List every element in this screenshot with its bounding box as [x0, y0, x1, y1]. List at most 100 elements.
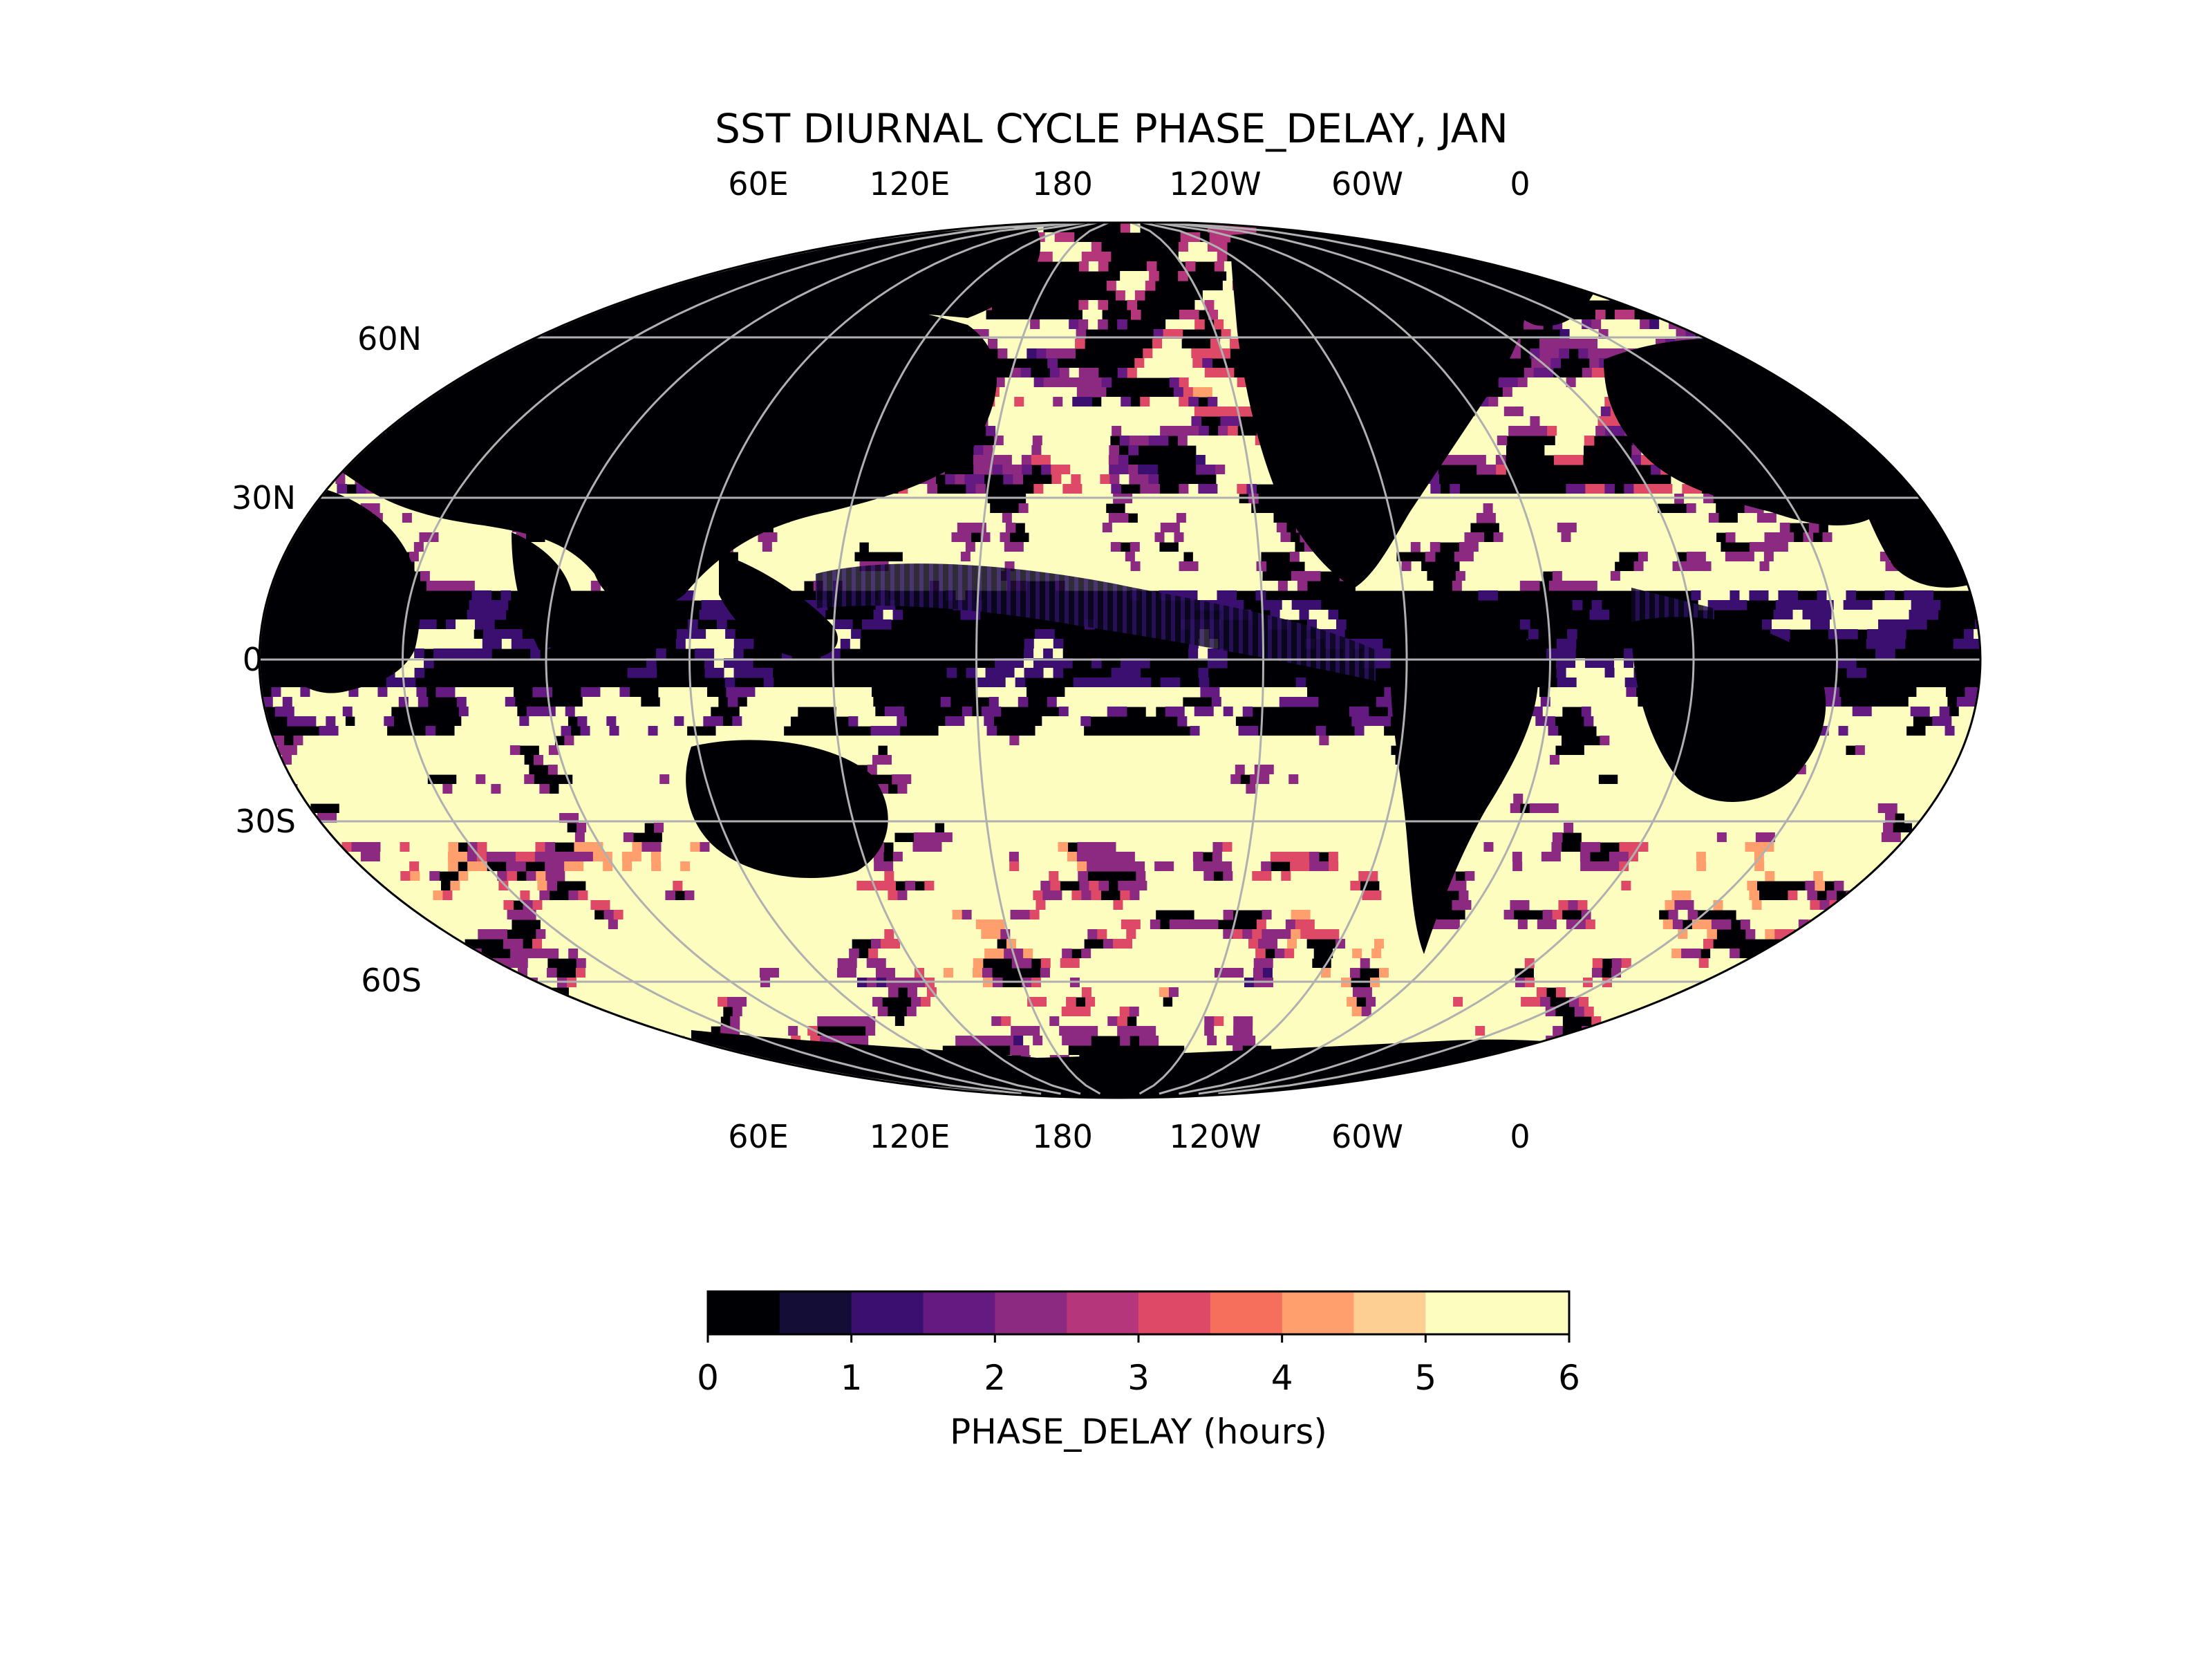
field-cell — [433, 648, 492, 659]
field-cell — [877, 1007, 888, 1017]
field-cell — [988, 416, 1192, 427]
field-cell — [1202, 358, 1212, 368]
field-cell — [1523, 407, 1602, 417]
field-cell — [1011, 1016, 1050, 1027]
field-cell — [1944, 726, 1956, 736]
field-cell — [355, 716, 384, 727]
field-cell — [1371, 949, 1382, 959]
field-cell — [271, 687, 282, 698]
field-cell — [377, 687, 388, 698]
field-cell — [684, 890, 695, 901]
field-cell — [1828, 726, 1839, 736]
field-cell — [617, 919, 977, 930]
field-cell — [1102, 523, 1113, 533]
field-cell — [1911, 600, 1941, 610]
field-cell — [1609, 852, 1629, 862]
field-cell — [1013, 1036, 1024, 1046]
field-cell — [1877, 803, 1898, 814]
field-cell — [1483, 503, 1494, 514]
field-cell — [1681, 949, 1701, 959]
field-cell — [1668, 910, 1679, 920]
field-cell — [833, 619, 853, 630]
field-cell — [1345, 939, 1375, 949]
field-cell — [873, 610, 884, 620]
field-cell — [1620, 571, 1979, 581]
field-cell — [1091, 949, 1256, 959]
field-cell — [1493, 532, 1504, 543]
field-cell — [1282, 600, 1293, 610]
field-cell — [817, 1016, 876, 1027]
field-cell — [1557, 523, 1577, 533]
field-cell — [1582, 319, 1592, 330]
field-cell — [623, 910, 953, 920]
field-cell — [1696, 852, 1707, 862]
field-cell — [1032, 436, 1043, 446]
field-cell — [1088, 261, 1099, 272]
field-cell — [358, 687, 379, 698]
field-cell — [1262, 910, 1273, 920]
field-cell — [1725, 552, 1755, 562]
field-cell — [1953, 639, 1981, 649]
field-cell — [1768, 590, 1779, 601]
field-cell — [1749, 890, 1760, 901]
field-cell — [1136, 871, 1146, 881]
field-cell — [1624, 484, 1634, 494]
field-cell — [442, 890, 453, 901]
field-cell — [1476, 513, 1497, 523]
field-cell — [1039, 910, 1156, 920]
field-cell — [1071, 890, 1082, 901]
field-cell — [1528, 629, 1539, 639]
field-cell — [1196, 445, 1274, 456]
field-cell — [1881, 832, 1902, 843]
field-cell — [1152, 348, 1192, 359]
field-cell — [1626, 687, 1637, 698]
field-cell — [1595, 426, 1606, 436]
field-cell — [1173, 387, 1184, 398]
field-cell — [892, 610, 903, 620]
field-cell — [1360, 958, 1371, 969]
field-cell — [1029, 910, 1040, 920]
field-cell — [1178, 542, 1295, 552]
field-cell — [1726, 832, 1756, 843]
field-cell — [1496, 465, 1506, 475]
field-cell — [700, 842, 711, 852]
field-cell — [1103, 939, 1114, 949]
field-cell — [1288, 774, 1299, 785]
field-cell — [1837, 658, 1857, 669]
field-cell — [1125, 552, 1136, 562]
field-cell — [1706, 861, 1755, 872]
field-cell — [957, 523, 987, 533]
field-cell — [1571, 532, 1717, 543]
field-cell — [272, 697, 283, 707]
field-cell — [694, 890, 889, 901]
field-cell — [1242, 929, 1253, 940]
field-cell — [1134, 290, 1145, 301]
field-cell — [1198, 648, 1208, 659]
field-cell — [300, 687, 311, 698]
equatorial-band-pacific — [816, 563, 1376, 681]
field-cell — [1276, 523, 1287, 533]
field-cell — [1014, 397, 1024, 407]
field-cell — [1078, 319, 1089, 330]
field-cell — [1671, 890, 1692, 901]
field-cell — [524, 774, 534, 785]
meridian-line — [1177, 223, 1839, 1095]
field-cell — [545, 929, 885, 940]
field-cell — [1904, 590, 1934, 601]
field-cell — [1223, 871, 1233, 881]
field-cell — [408, 697, 419, 707]
field-cell — [966, 668, 977, 678]
field-cell — [883, 610, 894, 620]
field-cell — [1629, 861, 1697, 872]
field-cell — [1116, 842, 1214, 852]
field-cell — [1331, 958, 1361, 969]
field-cell — [1040, 958, 1051, 969]
field-cell — [1120, 223, 1131, 233]
field-cell — [747, 697, 874, 707]
field-cell — [1350, 881, 1360, 891]
field-cell — [893, 861, 1010, 872]
field-cell — [1004, 919, 1122, 930]
field-cell — [1187, 436, 1256, 446]
field-cell — [1520, 619, 1530, 630]
field-cell — [1309, 610, 1329, 620]
